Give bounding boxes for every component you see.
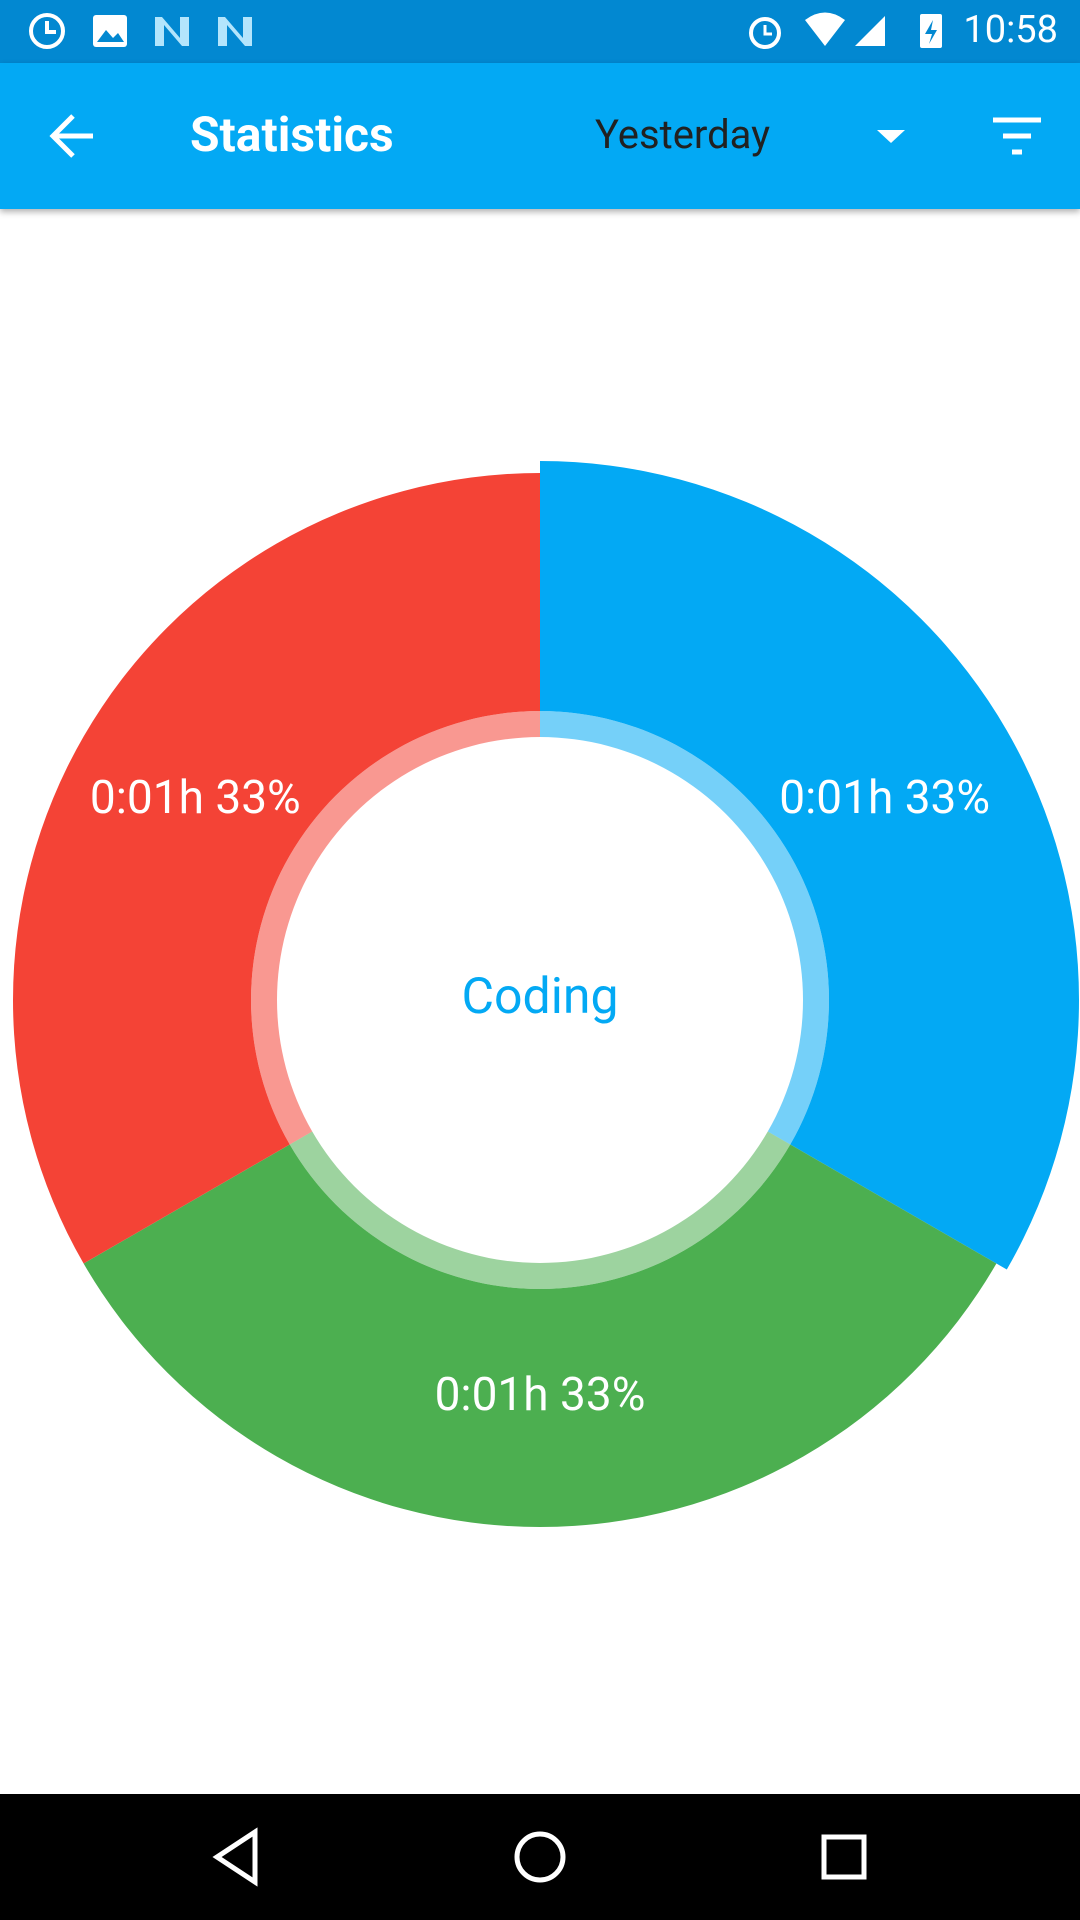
donut-inner-ring bbox=[540, 711, 829, 1145]
segment-label: 0:01h 33% bbox=[90, 771, 301, 825]
center-label: Coding bbox=[461, 968, 618, 1026]
donut-segment bbox=[83, 1144, 997, 1527]
nav-buttons bbox=[212, 1827, 867, 1887]
segment-label: 0:01h 33% bbox=[779, 771, 990, 825]
donut-segment bbox=[540, 461, 1079, 1270]
donut-inner-ring bbox=[289, 1131, 791, 1289]
status-time: 10:58 bbox=[963, 8, 1058, 52]
navigation-bar bbox=[0, 1794, 1080, 1920]
period-dropdown[interactable]: Yesterday bbox=[595, 111, 771, 158]
donut-segment bbox=[13, 473, 541, 1264]
nav-recent[interactable] bbox=[821, 1834, 867, 1880]
app-title: Statistics bbox=[190, 106, 394, 163]
segment-label: 0:01h 33% bbox=[435, 1368, 646, 1422]
filter-button[interactable] bbox=[985, 63, 1065, 209]
status-bar: 10:58 bbox=[0, 0, 1080, 63]
status-icons bbox=[29, 13, 252, 49]
back-button[interactable] bbox=[0, 63, 120, 209]
dropdown-arrow[interactable] bbox=[862, 63, 922, 209]
donut-inner-ring bbox=[251, 711, 541, 1145]
status-icons-right bbox=[749, 12, 942, 49]
app-bar: Statistics Yesterday bbox=[0, 63, 1080, 209]
nav-back[interactable] bbox=[212, 1827, 258, 1887]
nav-home[interactable] bbox=[514, 1831, 566, 1883]
